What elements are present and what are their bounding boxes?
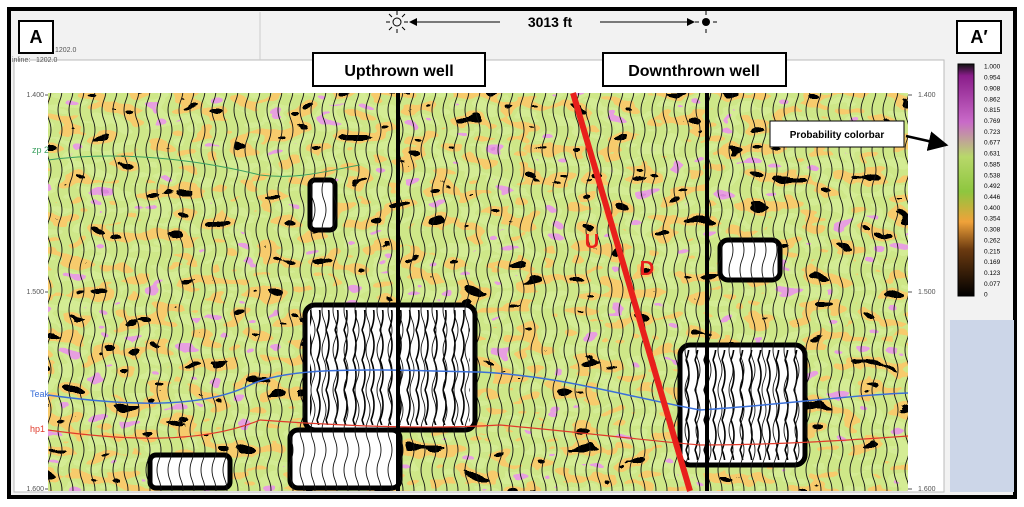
colorbar-tick-label: 0.631 xyxy=(984,151,1001,158)
well-label: Upthrown well xyxy=(344,63,453,80)
fault xyxy=(570,92,693,492)
time-tick-label: 1.500 xyxy=(918,289,936,296)
colorbar-tick-label: 0.215 xyxy=(984,248,1001,255)
colorbar-tick-label: 0.723 xyxy=(984,129,1001,136)
time-tick-label: 1.600 xyxy=(918,486,936,493)
colorbar-tick-label: 0.446 xyxy=(984,194,1001,201)
colorbar-tick-label: 0.908 xyxy=(984,85,1001,92)
time-tick-label: 1.400 xyxy=(918,92,936,99)
horizon-label: zp 2 xyxy=(32,145,49,155)
colorbar-tick-label: 0.354 xyxy=(984,216,1001,223)
header-value: 1202.0 xyxy=(55,47,77,54)
section-end-label: A′ xyxy=(970,27,987,47)
colorbar-tick-label: 0.400 xyxy=(984,205,1001,212)
seismic-traces xyxy=(48,93,908,491)
distance-indicator xyxy=(386,11,717,33)
header-value: 1202.0 xyxy=(36,57,58,64)
generated-labels: 1.000 0.954 0.908 0.862 0.815 0.769 0.723 0.677… xyxy=(26,64,1000,493)
horizon-teak xyxy=(47,369,909,411)
colorbar-tick-label: 0.677 xyxy=(984,140,1001,147)
fault-up-label: U xyxy=(585,231,599,253)
section-start-label: A xyxy=(30,27,43,47)
colorbar-tick-label: 0.769 xyxy=(984,118,1001,125)
label-box xyxy=(956,20,1002,54)
time-tick-label: 1.600 xyxy=(26,486,44,493)
colorbar-tick-label: 0.123 xyxy=(984,270,1001,277)
colorbar-tick-label: 0 xyxy=(984,292,988,299)
time-tick-label: 1.500 xyxy=(26,289,44,296)
colorbar-tick-label: 0.308 xyxy=(984,227,1001,234)
label-box xyxy=(312,52,486,87)
side-panel xyxy=(950,320,1014,492)
fault-down-label: D xyxy=(640,258,654,280)
colorbar-tick-label: 0.954 xyxy=(984,75,1001,82)
distance-label: 3013 ft xyxy=(528,14,573,30)
colorbar-tick-label: 0.538 xyxy=(984,172,1001,179)
horizon-label: hp1 xyxy=(30,424,45,434)
arrow xyxy=(905,131,949,151)
colorbar-tick-label: 0.862 xyxy=(984,96,1001,103)
colorbar-tick-label: 0.585 xyxy=(984,161,1001,168)
colorbar-tick-label: 1.000 xyxy=(984,64,1001,71)
label-box xyxy=(769,120,905,148)
colorbar-tick-label: 0.815 xyxy=(984,107,1001,114)
colorbar-tick-label: 0.169 xyxy=(984,259,1001,266)
time-tick-label: 1.400 xyxy=(26,92,44,99)
colorbar-tick-label: 0.077 xyxy=(984,281,1001,288)
colorbar xyxy=(957,63,975,297)
colorbar-tick-label: 0.492 xyxy=(984,183,1001,190)
horizon-hp1 xyxy=(47,419,909,446)
horizon-label: Teak xyxy=(30,389,50,399)
header-label: inline: xyxy=(12,57,30,64)
label-box xyxy=(18,20,54,54)
colorbar-tick-label: 0.262 xyxy=(984,237,1001,244)
well-label: Downthrown well xyxy=(628,63,760,80)
colorbar-title: Probability colorbar xyxy=(790,130,885,141)
label-box xyxy=(602,52,787,87)
horizon-zp2 xyxy=(47,155,361,177)
